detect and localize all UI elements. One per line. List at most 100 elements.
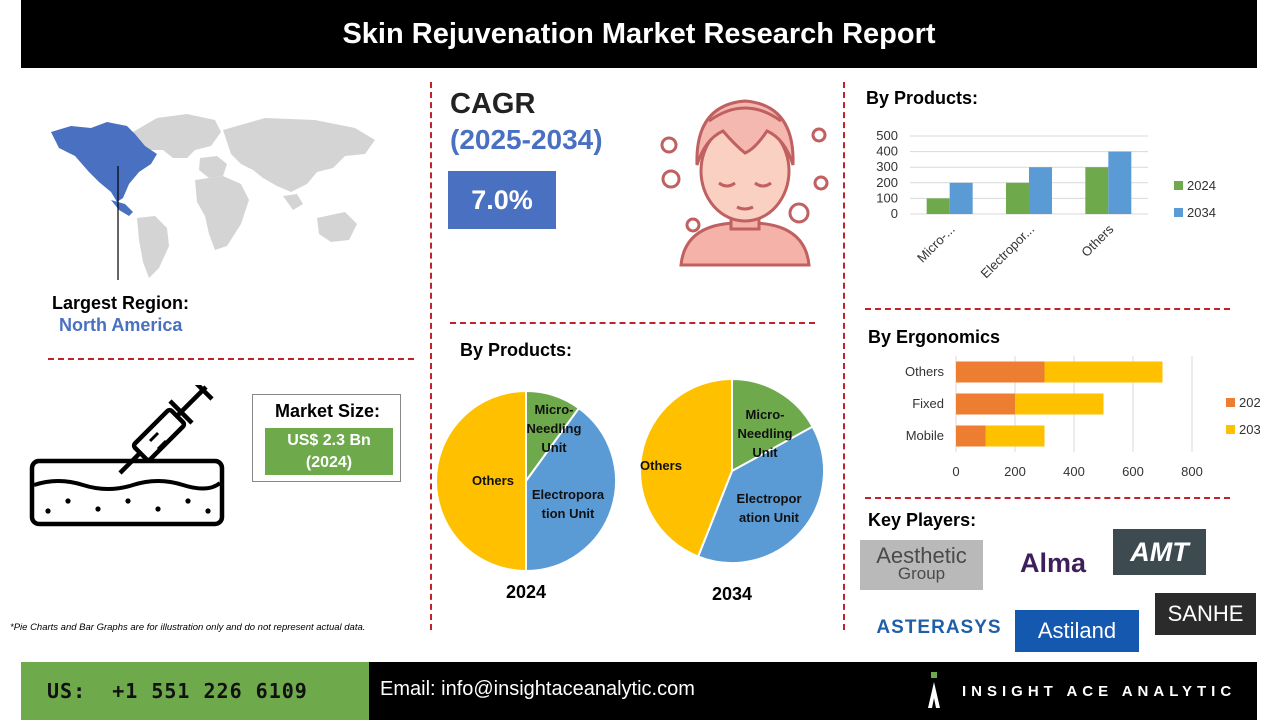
pie-slice-micro-needling-unit (731, 377, 814, 473)
footnote: *Pie Charts and Bar Graphs are for illus… (10, 622, 366, 633)
bar-2024 (956, 361, 1045, 383)
y-tick-label: Fixed (912, 396, 944, 411)
footer-email[interactable]: Email: info@insightaceanalytic.com (380, 678, 695, 700)
y-tick-label: Mobile (906, 428, 944, 443)
pie-label: Micro-Needling Unit (527, 402, 582, 455)
footer-bar (369, 662, 1257, 720)
ergonomics-bar-chart: 0 200 400 600 800 Others Fixed Mobile 2024 2034 (905, 356, 1260, 479)
legend-label: 2034 (1187, 205, 1216, 220)
bar-products-title: By Products: (866, 88, 979, 108)
bar-2034 (985, 425, 1045, 447)
cagr-value: 7.0% (471, 184, 533, 215)
y-tick-label: 0 (891, 206, 898, 221)
world-map-icon (51, 114, 375, 280)
logo-sanhe: SANHE (1155, 593, 1256, 635)
x-tick-label: Electropor... (977, 222, 1037, 282)
divider-cagr (450, 322, 815, 324)
y-tick-label: 300 (876, 159, 898, 174)
y-tick-label: Others (905, 364, 945, 379)
logo-alma-text: Alma (1019, 547, 1087, 578)
footer-phone[interactable]: US: +1 551 226 6109 (21, 662, 369, 720)
market-size-label: Market Size: (274, 401, 381, 421)
market-size-box: Market Size: US$ 2.3 Bn (2024) (252, 394, 401, 482)
legend-label: 2024 (1239, 395, 1260, 410)
y-tick-label: 400 (876, 144, 898, 159)
pie-chart-2024: Micro-Needling Unit Electropora tion Unit Ot… (435, 389, 617, 602)
x-tick-label: 400 (1063, 464, 1085, 479)
largest-region-label: Largest Region: (52, 293, 190, 313)
bar-2024 (1085, 167, 1109, 214)
pie-charts: Micro-Needling Unit Electropora tion Unit Ot… (435, 377, 825, 604)
y-tick-label: 100 (876, 190, 898, 205)
logo-aesthetic-group: Aesthetic Group (860, 540, 983, 590)
cagr-title: CAGR (450, 88, 536, 120)
legend-swatch (1174, 181, 1183, 190)
bar-2034 (1108, 151, 1132, 214)
legend-label: 2034 (1239, 422, 1260, 437)
x-tick-label: Micro-... (914, 222, 958, 266)
pie-label: Others (640, 458, 682, 473)
x-tick-label: 800 (1181, 464, 1203, 479)
divider-left (430, 82, 432, 630)
bar-2034 (949, 182, 973, 214)
y-tick-label: 500 (876, 128, 898, 143)
largest-region-value: North America (59, 315, 183, 335)
bar-2024 (956, 425, 986, 447)
pie-slice-others (435, 389, 527, 573)
legend-swatch (1226, 425, 1235, 434)
logo-aesthetic-text: Aesthetic (876, 543, 967, 568)
logo-amt-text: AMT (1130, 536, 1189, 567)
key-players-title: Key Players: (868, 510, 977, 530)
report-header: Skin Rejuvenation Market Research Report (21, 0, 1257, 68)
syringe-skin-icon (29, 385, 225, 527)
pie-label: Others (472, 473, 514, 488)
y-tick-label: 200 (876, 175, 898, 190)
bar-2024 (926, 198, 950, 214)
insight-ace-logo-icon (928, 672, 940, 708)
x-tick-label: 200 (1004, 464, 1026, 479)
report-title: Skin Rejuvenation Market Research Report (342, 17, 936, 50)
divider-right (843, 82, 845, 630)
face-towel-icon (660, 99, 829, 267)
market-size-year: (2024) (305, 454, 353, 471)
divider-products-bar (865, 308, 1230, 310)
legend-swatch (1226, 398, 1235, 407)
legend-swatch (1174, 208, 1183, 217)
brand-name: INSIGHT ACE ANALYTIC (962, 683, 1237, 700)
ergonomics-title: By Ergonomics (868, 327, 1001, 347)
logo-asterasys-text: ASTERASYS (876, 617, 1002, 638)
bar-2034 (1044, 361, 1163, 383)
logo-group-text: Group (897, 564, 946, 583)
bar-2034 (1015, 393, 1104, 415)
legend-label: 2024 (1187, 178, 1216, 193)
bar-2024 (956, 393, 1015, 415)
logo-astiland-text: Astiland (1037, 618, 1117, 643)
logo-amt: AMT (1113, 529, 1206, 575)
cagr-value-box: 7.0% (448, 171, 556, 229)
pie-slice-electroporation-unit (525, 406, 617, 573)
logo-alma: Alma (1003, 543, 1103, 583)
phone-number[interactable]: US: +1 551 226 6109 (47, 679, 308, 703)
logo-asterasys: ASTERASYS (864, 613, 1014, 643)
bar-2034 (1029, 167, 1052, 214)
divider-region (48, 358, 414, 360)
market-size-value: US$ 2.3 Bn (2024) (265, 428, 393, 475)
pie-section-title: By Products: (460, 340, 573, 360)
x-tick-label: 0 (952, 464, 959, 479)
logo-astiland: Astiland (1015, 610, 1139, 652)
pie-chart-2034: Micro-Needling Unit Electropor ation Unit Ot… (639, 377, 825, 604)
divider-ergonomics (865, 497, 1230, 499)
x-tick-label: Others (1078, 221, 1117, 260)
x-tick-label: 600 (1122, 464, 1144, 479)
pie-slice-others (639, 377, 733, 558)
pie-year-caption: 2024 (506, 582, 546, 602)
cagr-years: (2025-2034) (450, 124, 603, 155)
bar-2024 (1006, 182, 1029, 214)
pie-slice-electroporation-unit (696, 425, 825, 564)
market-size-amount: US$ 2.3 Bn (287, 432, 371, 449)
pie-year-caption: 2034 (712, 584, 752, 604)
pie-label: Micro-Needling Unit (738, 407, 793, 460)
